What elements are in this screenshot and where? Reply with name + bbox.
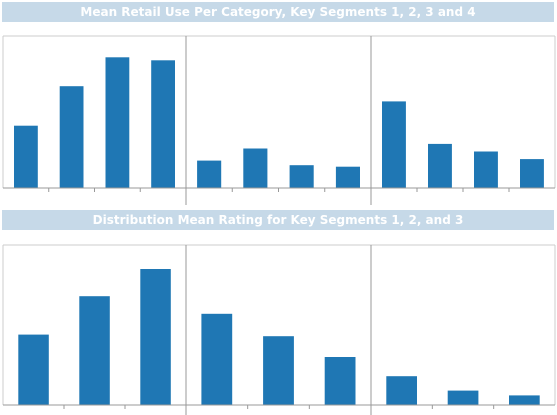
chart-1-title: Mean Retail Use Per Category, Key Segmen… [2, 2, 554, 22]
bar-1 [382, 101, 406, 188]
bar-2 [447, 390, 479, 405]
chart-2-title: Distribution Mean Rating for Key Segment… [2, 210, 554, 230]
bar-1 [386, 376, 417, 405]
chart-2-plot [2, 244, 556, 415]
bar-2 [263, 336, 294, 405]
bar-3 [474, 151, 498, 188]
bar-2 [243, 148, 268, 188]
chart-1: Mean Retail Use Per Category, Key Segmen… [0, 0, 557, 205]
chart-2: Distribution Mean Rating for Key Segment… [0, 205, 557, 415]
bar-3 [289, 165, 314, 188]
bar-1 [14, 125, 38, 188]
chart-1-plot [2, 35, 556, 205]
bar-1 [197, 160, 222, 188]
bar-4 [520, 159, 544, 188]
bar-3 [509, 395, 540, 405]
bar-1 [201, 313, 233, 405]
bar-4 [335, 166, 360, 188]
bar-3 [324, 357, 356, 405]
bar-2 [59, 86, 84, 188]
bar-1 [18, 334, 49, 405]
bar-3 [105, 57, 130, 188]
bar-2 [428, 143, 452, 188]
bar-2 [79, 296, 110, 405]
bar-4 [151, 60, 175, 188]
bar-3 [140, 269, 171, 405]
